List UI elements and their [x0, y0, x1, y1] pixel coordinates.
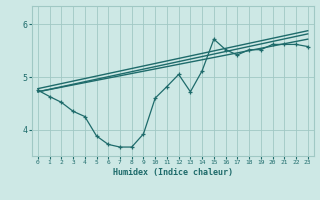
X-axis label: Humidex (Indice chaleur): Humidex (Indice chaleur)	[113, 168, 233, 177]
